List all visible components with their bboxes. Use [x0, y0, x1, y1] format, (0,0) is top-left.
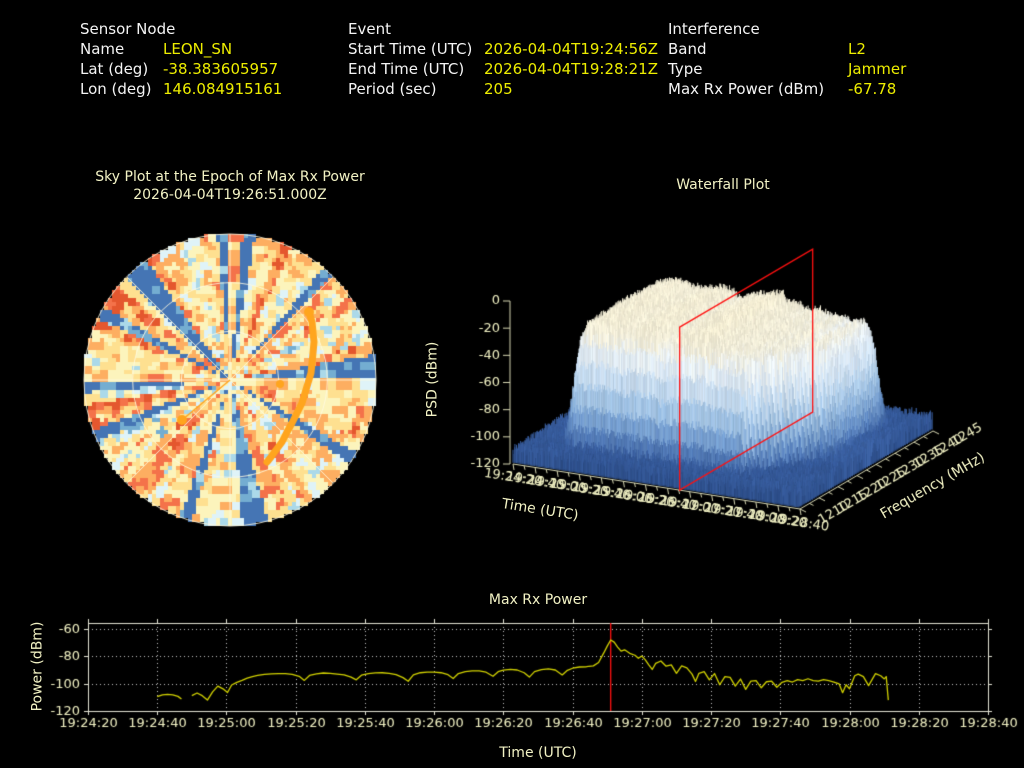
interference-maxpower-value: -67.78	[848, 80, 897, 98]
event-period-value: 205	[484, 80, 513, 98]
interference-maxpower-label: Max Rx Power (dBm)	[668, 80, 825, 98]
event-section-title: Event	[348, 20, 391, 38]
waterfall-psd-axis-label: PSD (dBm)	[424, 341, 441, 418]
interference-band-label: Band	[668, 40, 707, 58]
power-plot-canvas	[20, 585, 1024, 750]
waterfall-plot-title: Waterfall Plot	[676, 177, 770, 193]
event-end-value: 2026-04-04T19:28:21Z	[484, 60, 658, 78]
waterfall-plot-canvas	[400, 230, 1024, 560]
sky-plot-title: Sky Plot at the Epoch of Max Rx Power	[95, 169, 365, 185]
sensor-lat-label: Lat (deg)	[80, 60, 149, 78]
interference-type-label: Type	[668, 60, 703, 78]
interference-type-value: Jammer	[848, 60, 907, 78]
sensor-name-value: LEON_SN	[163, 40, 233, 58]
sensor-name-label: Name	[80, 40, 125, 58]
interference-section-title: Interference	[668, 20, 760, 38]
sky-plot-epoch-subtitle: 2026-04-04T19:26:51.000Z	[133, 187, 327, 203]
interference-band-value: L2	[848, 40, 866, 58]
event-start-label: Start Time (UTC)	[348, 40, 473, 58]
power-x-axis-label: Time (UTC)	[499, 745, 577, 761]
sensor-lon-label: Lon (deg)	[80, 80, 152, 98]
event-period-label: Period (sec)	[348, 80, 437, 98]
sky-plot-canvas	[80, 230, 380, 530]
sensor-node-section-title: Sensor Node	[80, 20, 176, 38]
sensor-lon-value: 146.084915161	[163, 80, 283, 98]
event-end-label: End Time (UTC)	[348, 60, 465, 78]
event-start-value: 2026-04-04T19:24:56Z	[484, 40, 658, 58]
power-y-axis-label: Power (dBm)	[29, 621, 46, 712]
sensor-lat-value: -38.383605957	[163, 60, 279, 78]
